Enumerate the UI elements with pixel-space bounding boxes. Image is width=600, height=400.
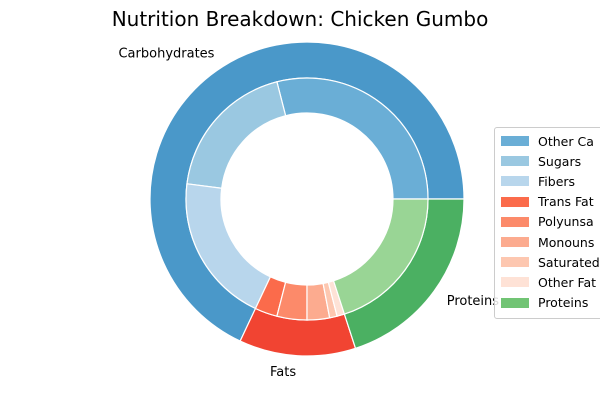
legend-swatch [501, 277, 529, 288]
legend: Other Ca Sugars Fibers Trans Fat Polyunsa Mon… [494, 127, 600, 319]
inner-ring [185, 77, 429, 321]
legend-item-fibers: Fibers [501, 171, 600, 191]
legend-swatch [501, 156, 529, 167]
legend-swatch [501, 297, 529, 308]
legend-label: Other Fat [538, 274, 597, 290]
legend-item-proteins: Proteins [501, 293, 600, 313]
legend-item-other-fat: Other Fat [501, 272, 600, 292]
legend-swatch [501, 216, 529, 227]
outer-label-fats: Fats [270, 365, 296, 380]
legend-label: Saturated [538, 254, 600, 270]
outer-label-carbohydrates: Carbohydrates [118, 47, 214, 62]
chart-title: Nutrition Breakdown: Chicken Gumbo [112, 7, 489, 31]
legend-item-polyunsa: Polyunsa [501, 212, 600, 232]
legend-label: Fibers [538, 173, 576, 189]
legend-item-trans-fat: Trans Fat [501, 192, 600, 212]
legend-item-sugars: Sugars [501, 151, 600, 171]
legend-label: Other Ca [538, 133, 594, 149]
legend-item-saturated: Saturated [501, 252, 600, 272]
legend-swatch [501, 257, 529, 268]
legend-label: Monouns [538, 234, 595, 250]
legend-swatch [501, 136, 529, 147]
outer-ring-labels: Carbohydrates Fats Proteins [118, 47, 499, 380]
legend-item-monouns: Monouns [501, 232, 600, 252]
legend-label: Sugars [538, 153, 582, 169]
legend-swatch [501, 196, 529, 207]
legend-label: Trans Fat [538, 194, 594, 210]
outer-ring [149, 41, 465, 357]
legend-label: Polyunsa [538, 214, 594, 230]
inner-slice-proteins [332, 198, 429, 315]
legend-item-other-ca: Other Ca [501, 131, 600, 151]
legend-label: Proteins [538, 295, 589, 311]
outer-label-proteins: Proteins [447, 294, 500, 309]
legend-swatch [501, 176, 529, 187]
legend-swatch [501, 237, 529, 248]
